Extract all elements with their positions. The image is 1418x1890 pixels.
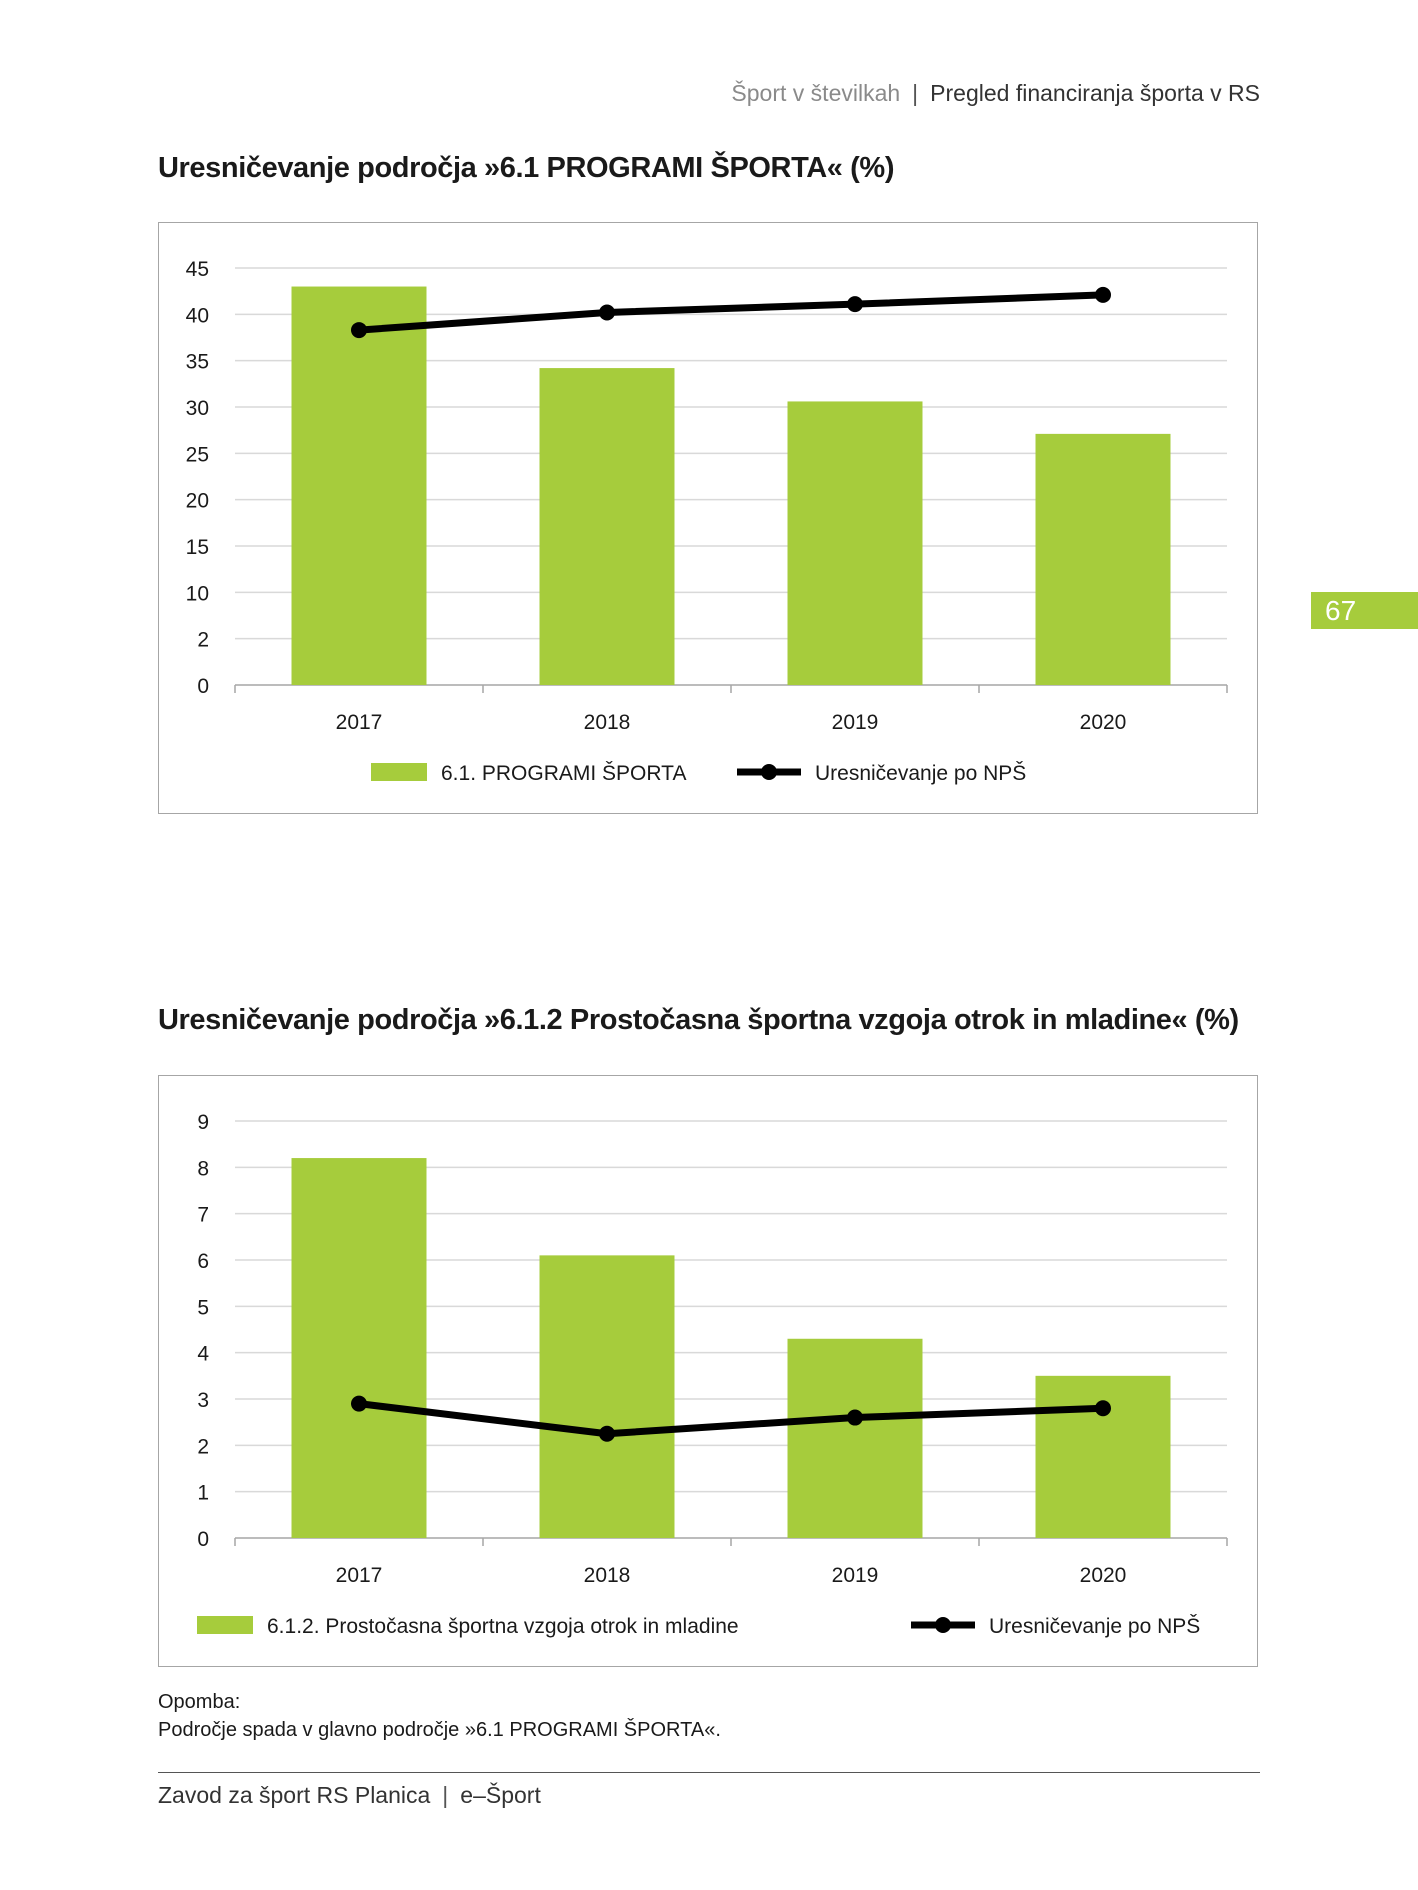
chart-1-legend-line-marker [761,764,777,780]
chart-2-y-tick-label: 4 [197,1343,209,1366]
chart-2-legend-line-marker [935,1617,951,1633]
chart-2-legend-bar-label: 6.1.2. Prostočasna športna vzgoja otrok … [267,1615,739,1638]
chart-1-line-point-2018 [599,304,615,321]
chart-2-x-tick-label: 2019 [832,1564,879,1587]
chart-2-line-npš [358,1400,1104,1438]
chart-1-legend-bar-label: 6.1. PROGRAMI ŠPORTA [441,762,686,785]
chart-1-bar-2019 [787,401,923,685]
chart-1-y-tick-label: 30 [186,397,209,420]
note-label: Opomba: [158,1691,241,1713]
note-text: Področje spada v glavno področje »6.1 PR… [158,1719,721,1741]
chart-2-line-point-2019 [847,1409,863,1426]
chart-2-y-tick-label: 3 [197,1389,209,1412]
running-header: Šport v številkah | Pregled financiranja š… [731,80,1260,107]
chart-1-line-point-2020 [1095,286,1111,303]
chart-1-y-tick-label: 2 [197,629,209,652]
chart-1-line-npš [358,291,1104,334]
chart-2-bar-2020 [1035,1375,1171,1538]
chart-1-y-tick-label: 15 [186,536,209,559]
chart-2-y-tick-label: 0 [197,1528,209,1551]
chart-2-y-tick-label: 8 [197,1157,209,1180]
chart-2: 0 1 2 3 4 5 6 7 8 9 2017 2018 2019 2020 6.1.2. Prostoč… [158,1075,1258,1667]
chart-1-line-point-2019 [847,296,863,313]
chart-1-y-tick-label: 25 [186,443,209,466]
chart-1-x-tick-label: 2018 [584,711,631,734]
page-number: 67 [1311,592,1418,629]
chart-1-legend-line-label: Uresničevanje po NPŠ [815,762,1026,785]
chart-1-x-tick-label: 2017 [336,711,383,734]
chart-1-bar-2017 [291,286,427,685]
chart-1-x-tick-label: 2020 [1080,711,1127,734]
chart-1-title: Uresničevanje področja »6.1 PROGRAMI ŠPO… [158,152,895,184]
footer-org: Zavod za šport RS Planica [158,1782,431,1808]
chart-2-legend-line-label: Uresničevanje po NPŠ [989,1615,1200,1638]
chart-1-legend-bar-swatch [371,763,427,781]
chart-2-line-point-2018 [599,1425,615,1442]
chart-1: 0 2 10 15 20 25 30 35 40 45 2017 2018 2019 2020 6.1. P… [158,222,1258,814]
chart-2-legend-bar-swatch [197,1616,253,1634]
chart-2-y-tick-label: 2 [197,1435,209,1458]
chart-2-bar-2018 [539,1255,675,1538]
chart-2-bar-2019 [787,1338,923,1538]
chart-1-y-tick-label: 20 [186,490,209,513]
footer-separator: | [442,1782,449,1808]
note: Opomba: Področje spada v glavno področje… [158,1688,721,1744]
header-separator: | [912,80,919,106]
footer-product: e–Šport [460,1782,541,1808]
publication-title: Šport v številkah [731,80,901,106]
chart-1-y-tick-label: 45 [186,258,209,281]
chart-2-y-tick-label: 1 [197,1482,209,1505]
chart-1-bar-2020 [1035,433,1171,685]
chart-2-y-tick-label: 5 [197,1296,209,1319]
chart-2-bar-2017 [291,1158,427,1538]
footer-divider [158,1772,1260,1773]
chart-2-y-tick-label: 7 [197,1204,209,1227]
chart-2-line-point-2017 [351,1395,367,1412]
section-title: Pregled financiranja športa v RS [930,80,1260,106]
chart-1-y-tick-label: 35 [186,351,209,374]
chart-1-line-point-2017 [351,322,367,339]
chart-2-title: Uresničevanje področja »6.1.2 Prostočasn… [158,1004,1239,1036]
chart-2-y-tick-label: 6 [197,1250,209,1273]
chart-1-y-tick-label: 0 [197,675,209,698]
chart-1-y-tick-label: 10 [186,582,209,605]
chart-2-x-tick-label: 2018 [584,1564,631,1587]
chart-1-x-tick-label: 2019 [832,711,879,734]
chart-2-y-tick-label: 9 [197,1111,209,1134]
chart-1-svg: 0 2 10 15 20 25 30 35 40 45 2017 2018 2019 2020 6.1. P… [186,258,1228,785]
chart-1-bar-2018 [539,368,675,685]
footer: Zavod za šport RS Planica | e–Šport [158,1782,541,1809]
chart-2-line-point-2020 [1095,1400,1111,1417]
chart-2-x-tick-label: 2020 [1080,1564,1127,1587]
chart-2-x-tick-label: 2017 [336,1564,383,1587]
chart-1-y-tick-label: 40 [186,304,209,327]
chart-2-svg: 0 1 2 3 4 5 6 7 8 9 2017 2018 2019 2020 6.1.2. Prostoč… [197,1111,1228,1638]
